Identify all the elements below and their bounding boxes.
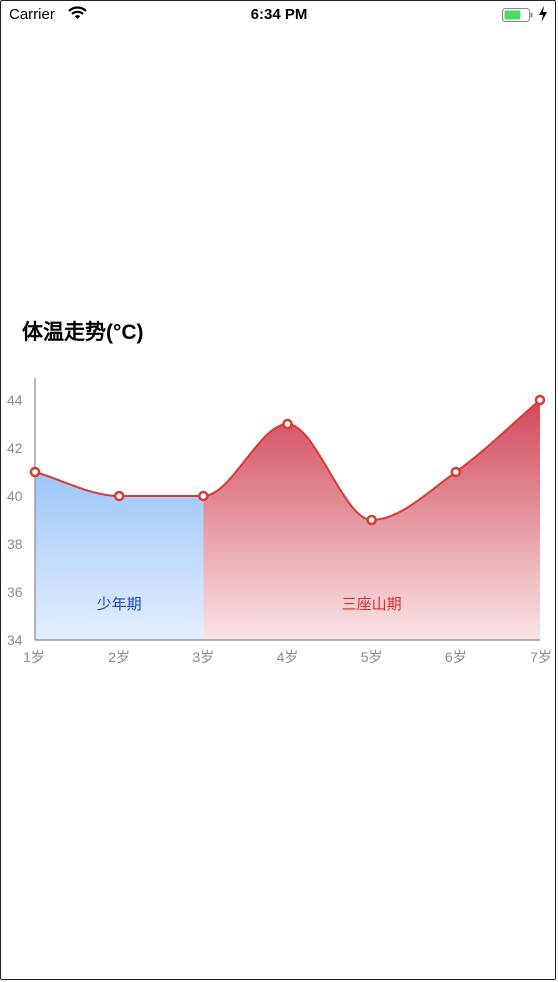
x-tick-label: 7岁 xyxy=(530,649,552,665)
charging-bolt-icon xyxy=(538,6,548,26)
x-tick-label: 3岁 xyxy=(192,649,214,665)
chart-title: 体温走势(°C) xyxy=(22,321,144,344)
data-point xyxy=(29,466,41,478)
x-tick-label: 4岁 xyxy=(277,649,299,665)
y-tick-label: 36 xyxy=(7,584,23,600)
wifi-icon xyxy=(68,6,87,24)
y-tick-label: 40 xyxy=(7,488,23,504)
y-tick-label: 38 xyxy=(7,536,23,552)
data-point xyxy=(282,418,293,430)
x-tick-label: 2岁 xyxy=(108,649,130,665)
region-label: 三座山期 xyxy=(342,596,402,613)
status-time: 6:34 PM xyxy=(250,6,308,23)
x-tick-label: 1岁 xyxy=(23,649,45,665)
area-young xyxy=(35,472,204,640)
status-bar: Carrier 6:34 PM xyxy=(0,0,558,30)
y-tick-label: 42 xyxy=(7,440,23,456)
battery-icon xyxy=(502,8,534,26)
y-tick-label: 34 xyxy=(7,632,23,648)
data-point xyxy=(113,490,125,502)
data-point xyxy=(366,514,377,526)
x-tick-label: 6岁 xyxy=(445,649,467,665)
carrier-label: Carrier xyxy=(9,6,55,23)
x-tick-label: 5岁 xyxy=(361,649,383,665)
y-tick-label: 44 xyxy=(7,392,23,408)
data-point xyxy=(534,394,546,406)
data-point xyxy=(450,466,462,478)
temperature-chart: 34 36 38 40 42 44 1岁 2岁 3岁 4岁 5岁 6岁 7岁 少年期 三座山期 xyxy=(7,378,552,665)
region-label: 少年期 xyxy=(97,596,142,613)
data-point xyxy=(198,490,209,502)
